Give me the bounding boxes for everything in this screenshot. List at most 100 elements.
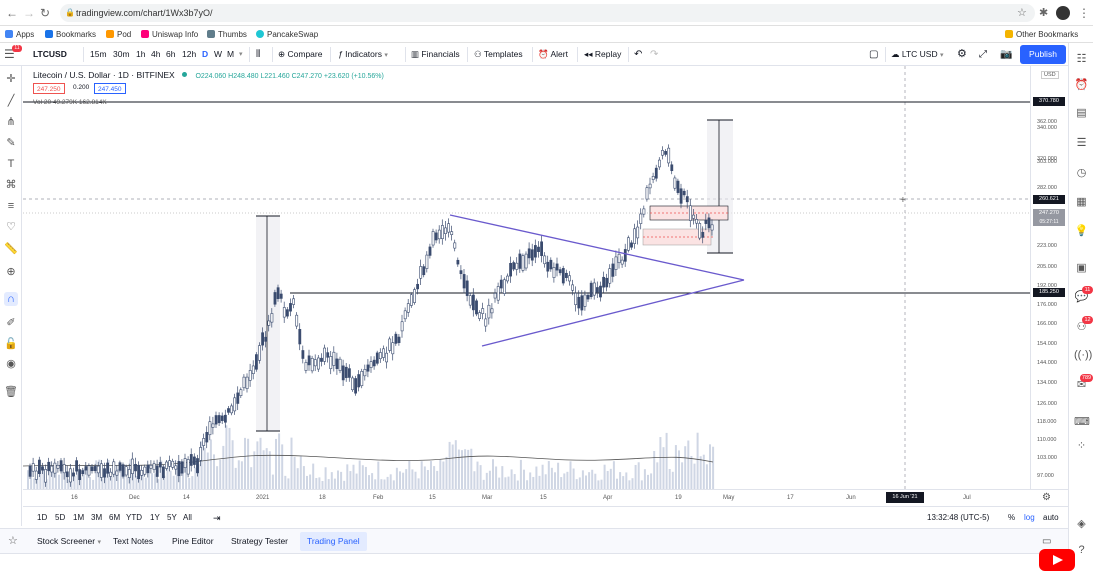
currency-selector[interactable]: ☁ LTC USD ▾ [891,49,944,59]
auto-toggle[interactable]: auto [1043,513,1059,522]
text-tool-icon[interactable]: T [7,158,15,170]
redo-icon[interactable]: ↷ [650,49,659,60]
percent-toggle[interactable]: % [1008,513,1016,522]
range-5y[interactable]: 5Y [167,513,177,522]
interval-w[interactable]: W [214,49,223,59]
bookmark-thumbs[interactable]: Thumbs [207,29,247,40]
ideas-bulb-icon[interactable]: 💡 [1074,225,1089,237]
alerts-clock-icon[interactable]: ⏰ [1074,79,1089,91]
layers-icon[interactable]: ◈ [1077,518,1086,530]
bookmark-pancakeswap[interactable]: PancakeSwap [256,29,318,40]
time-axis[interactable]: 16 Dec 14 2021 18 Feb 15 Mar 15 Apr 19 May 17 Jun Jul … [23,489,1068,505]
price-axis[interactable]: USD 362.000 340.000 320.000 303.000 282.000 2… [1030,66,1068,489]
scatter-icon[interactable]: ⁘ [1076,440,1087,452]
clock-timezone[interactable]: 13:32:48 (UTC-5) [927,513,990,522]
back-icon[interactable]: ← [6,6,18,20]
fib-icon[interactable]: ≡ [7,200,15,212]
camera-icon[interactable]: 📷 [1000,49,1013,60]
candlestick-chart[interactable]: + [23,66,1030,489]
replay-button[interactable]: ◂◂ Replay [584,49,622,59]
star-icon[interactable]: ☆ [1017,7,1027,19]
range-5d[interactable]: 5D [55,513,66,522]
tab-strategy-tester[interactable]: Strategy Tester [231,536,289,546]
extensions-icon[interactable]: ✱ [1039,7,1049,19]
financials-button[interactable]: ▥ Financials [411,49,460,59]
chart-settings-icon[interactable]: ⚙ [1042,492,1051,503]
ruler-icon[interactable]: 📏 [4,243,18,255]
range-1m[interactable]: 1M [73,513,85,522]
forward-icon[interactable]: → [23,6,35,20]
interval-15m[interactable]: 15m [90,49,107,59]
range-3m[interactable]: 3M [91,513,103,522]
pattern-icon[interactable]: ⌘ [5,179,17,191]
messages-icon[interactable]: ✉ [1076,379,1087,391]
lock-drawing-icon[interactable]: ✐ [6,317,16,329]
magnet-icon[interactable]: ∩ [4,292,18,306]
bid-price[interactable]: 247.250 [33,83,65,94]
range-6m[interactable]: 6M [109,513,121,522]
goto-date-icon[interactable]: ⇥ [213,513,221,523]
interval-dropdown-icon[interactable]: ▾ [239,51,243,58]
calendar-icon[interactable]: ◷ [1076,167,1087,179]
interval-12h[interactable]: 12h [182,49,197,59]
range-1y[interactable]: 1Y [150,513,160,522]
publish-button[interactable]: Publish [1020,45,1066,64]
log-toggle[interactable]: log [1024,513,1035,522]
menu-icon[interactable]: ⋮ [1078,6,1090,20]
tab-pine-editor[interactable]: Pine Editor [172,536,214,546]
hotlist-icon[interactable]: ☰ [1076,137,1087,149]
candle-style-icon[interactable]: ⫴ [256,49,261,60]
pitchfork-icon[interactable]: ⋔ [6,116,16,128]
templates-button[interactable]: ⚇ Templates [474,49,523,59]
chat-icon[interactable]: 💬 [1074,291,1089,303]
layout-icon[interactable]: ▢ [869,49,879,60]
trash-icon[interactable]: 🗑 [4,386,18,398]
help-icon[interactable]: ? [1078,544,1085,556]
compare-button[interactable]: ⊕ Compare [278,49,323,59]
eye-icon[interactable]: ◉ [6,358,16,370]
bookmark-bookmarks[interactable]: Bookmarks [45,29,96,40]
streams-icon[interactable]: ▣ [1076,262,1087,274]
price-chart[interactable]: + [23,66,1030,489]
range-all[interactable]: All [183,513,192,522]
brush-icon[interactable]: ✎ [6,137,16,149]
settings-gear-icon[interactable]: ⚙ [957,48,967,60]
heart-icon[interactable]: ♡ [6,221,16,233]
address-bar[interactable]: 🔒 tradingview.com/chart/1Wx3b7yO/ [60,4,1035,22]
range-ytd[interactable]: YTD [126,513,142,522]
main-menu-icon[interactable]: ☰ [4,47,15,61]
interval-30m[interactable]: 30m [113,49,130,59]
symbol-search[interactable]: LTCUSD [33,49,67,59]
hotkeys-icon[interactable]: ⌨ [1074,416,1090,428]
alert-button[interactable]: ⏰ Alert [538,49,568,59]
interval-d[interactable]: D [202,49,209,59]
tab-text-notes[interactable]: Text Notes [113,536,154,546]
range-1d[interactable]: 1D [37,513,48,522]
zoom-in-icon[interactable]: ⊕ [6,266,16,278]
crosshair-icon[interactable]: ✛ [6,73,16,85]
data-window-icon[interactable]: ▤ [1076,107,1087,119]
tab-trading-panel[interactable]: Trading Panel [300,532,367,551]
profile-avatar[interactable] [1056,6,1070,20]
news-icon[interactable]: ▦ [1076,196,1087,208]
undo-icon[interactable]: ↶ [634,49,643,60]
notifications-icon[interactable]: ⚇ [1076,321,1087,333]
watchlist-icon[interactable]: ☷ [1076,53,1087,65]
bookmark-other[interactable]: Other Bookmarks [1005,29,1078,40]
indicators-button[interactable]: ƒ Indicators ▾ [338,49,388,59]
broadcast-icon[interactable]: ((·)) [1074,349,1093,361]
bookmark-uniswap[interactable]: Uniswap Info [141,29,198,40]
interval-4h[interactable]: 4h [151,49,161,59]
bookmark-pod[interactable]: Pod [106,29,131,40]
interval-1h[interactable]: 1h [136,49,146,59]
bookmark-apps[interactable]: Apps [5,29,34,40]
trendline-icon[interactable]: ╱ [7,95,15,107]
collapse-panel-icon[interactable]: ▭ [1042,536,1052,547]
reload-icon[interactable]: ↻ [40,6,51,20]
fullscreen-icon[interactable]: ⤢ [979,49,987,60]
bookmark-star-icon[interactable]: ☆ [8,535,18,547]
tab-stock-screener[interactable]: Stock Screener ▾ [37,536,102,546]
interval-m[interactable]: M [227,49,235,59]
lock-icon[interactable]: 🔓 [4,338,18,350]
ask-price[interactable]: 247.450 [94,83,126,94]
